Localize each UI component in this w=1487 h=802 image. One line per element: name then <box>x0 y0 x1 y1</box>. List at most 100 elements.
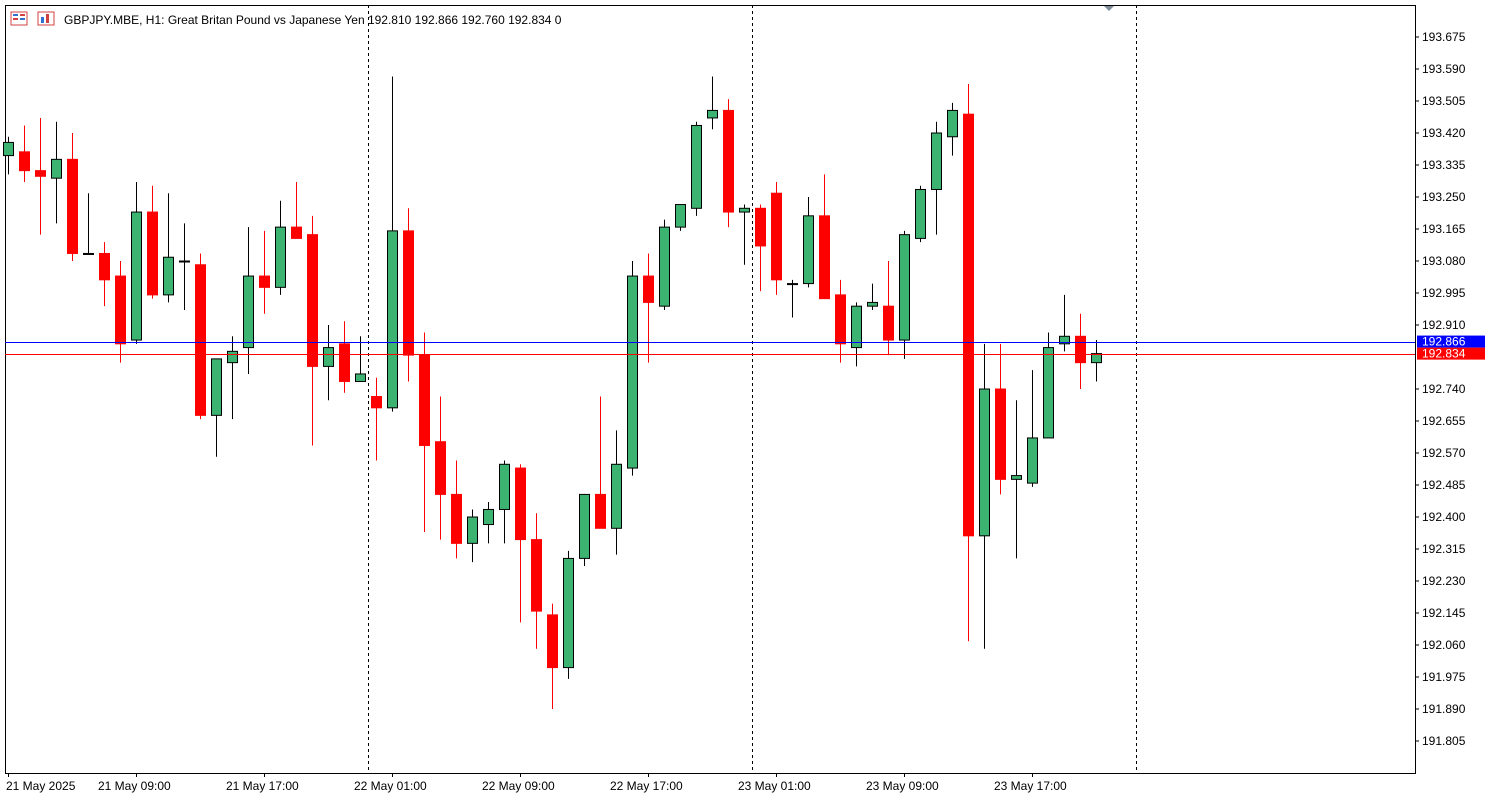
window-list-icon[interactable] <box>10 11 28 26</box>
candle-body <box>1011 475 1022 480</box>
candle-body <box>1027 437 1038 484</box>
bull-candle <box>355 336 366 382</box>
x-axis-tick-label: 22 May 17:00 <box>610 779 683 793</box>
candle-body <box>147 211 158 296</box>
candle-body <box>179 260 190 263</box>
bull-candle <box>787 279 798 318</box>
y-axis-tick-label: 192.230 <box>1422 574 1466 588</box>
bear-candle <box>371 377 382 461</box>
candle-body <box>675 204 686 228</box>
candle-body <box>1059 335 1070 345</box>
candle-body <box>67 158 78 254</box>
bear-candle <box>547 603 558 709</box>
bull-candle <box>659 219 670 310</box>
bull-candle <box>387 76 398 412</box>
candle-body <box>339 343 350 382</box>
bull-candle <box>947 102 958 156</box>
candle-body <box>243 275 254 349</box>
bear-candle <box>771 181 782 295</box>
y-axis-tick-label: 193.335 <box>1422 158 1466 172</box>
candle-body <box>787 283 798 286</box>
candle-body <box>467 516 478 544</box>
candle-body <box>115 275 126 345</box>
candle-body <box>163 256 174 296</box>
y-axis-tick-label: 193.590 <box>1422 62 1466 76</box>
ask-price-label-bg <box>1417 335 1485 348</box>
candle-body <box>771 192 782 281</box>
candle-body <box>659 226 670 307</box>
bear-candle <box>99 242 110 307</box>
y-axis-tick-label: 192.740 <box>1422 382 1466 396</box>
x-axis-tick-label: 22 May 09:00 <box>482 779 555 793</box>
bull-candle <box>627 261 638 476</box>
candle-body <box>323 347 334 367</box>
bull-candle <box>3 136 14 175</box>
bear-candle <box>755 204 766 292</box>
candle-body <box>1091 353 1102 364</box>
bear-candle <box>339 321 350 393</box>
x-axis-tick-label: 21 May 17:00 <box>226 779 299 793</box>
candle-body <box>563 557 574 669</box>
candle-body <box>931 132 942 190</box>
candle-body <box>307 234 318 367</box>
bull-candle <box>243 227 254 374</box>
y-axis-tick-label: 192.995 <box>1422 286 1466 300</box>
bull-candle <box>867 283 878 310</box>
candle-body <box>1043 347 1054 439</box>
candle-body <box>355 373 366 382</box>
candle-body <box>451 493 462 544</box>
bull-candle <box>51 121 62 224</box>
bear-candle <box>419 332 430 533</box>
bear-candle <box>835 279 846 363</box>
y-axis-tick-label: 191.805 <box>1422 734 1466 748</box>
bull-candle <box>563 550 574 679</box>
bear-candle <box>115 261 126 363</box>
bear-candle <box>595 396 606 529</box>
y-axis-tick-label: 192.400 <box>1422 510 1466 524</box>
candle-body <box>899 234 910 341</box>
bull-candle <box>915 185 926 243</box>
candle-body <box>419 354 430 446</box>
y-axis-tick-label: 192.315 <box>1422 542 1466 556</box>
y-axis-tick-label: 193.165 <box>1422 222 1466 236</box>
bear-candle <box>723 99 734 228</box>
bear-candle <box>515 464 526 623</box>
y-axis-tick-label: 193.250 <box>1422 190 1466 204</box>
candle-body <box>275 226 286 288</box>
bear-candle <box>995 343 1006 495</box>
bull-candle <box>1027 370 1038 487</box>
chart-shift-marker[interactable] <box>1104 6 1114 11</box>
candle-body <box>211 358 222 416</box>
bear-candle <box>531 513 542 649</box>
candle-body <box>963 113 974 537</box>
bear-candle <box>67 133 78 261</box>
chart-window-icon[interactable] <box>37 11 55 26</box>
y-axis-tick-label: 191.975 <box>1422 670 1466 684</box>
candle-body <box>259 275 270 288</box>
candle-body <box>531 539 542 612</box>
bull-candle <box>499 460 510 544</box>
bull-candle <box>1059 294 1070 352</box>
y-axis-tick-label: 192.910 <box>1422 318 1466 332</box>
bull-candle <box>931 121 942 235</box>
bear-candle <box>35 117 46 235</box>
candle-body <box>995 388 1006 480</box>
candle-body <box>1075 335 1086 364</box>
bull-candle <box>467 509 478 563</box>
candle-body <box>227 350 238 364</box>
bull-candle <box>803 197 814 288</box>
x-axis-tick-label: 22 May 01:00 <box>354 779 427 793</box>
candle-body <box>643 275 654 303</box>
x-axis-tick-label: 23 May 09:00 <box>866 779 939 793</box>
candle-body <box>19 151 30 172</box>
bid-price-label-bg <box>1417 347 1485 360</box>
candle-body <box>579 493 590 559</box>
bear-candle <box>1075 313 1086 389</box>
y-axis-tick-label: 192.145 <box>1422 606 1466 620</box>
candle-body <box>867 301 878 307</box>
bull-candle <box>675 204 686 231</box>
y-axis-tick-label: 192.060 <box>1422 638 1466 652</box>
candle-body <box>691 124 702 209</box>
